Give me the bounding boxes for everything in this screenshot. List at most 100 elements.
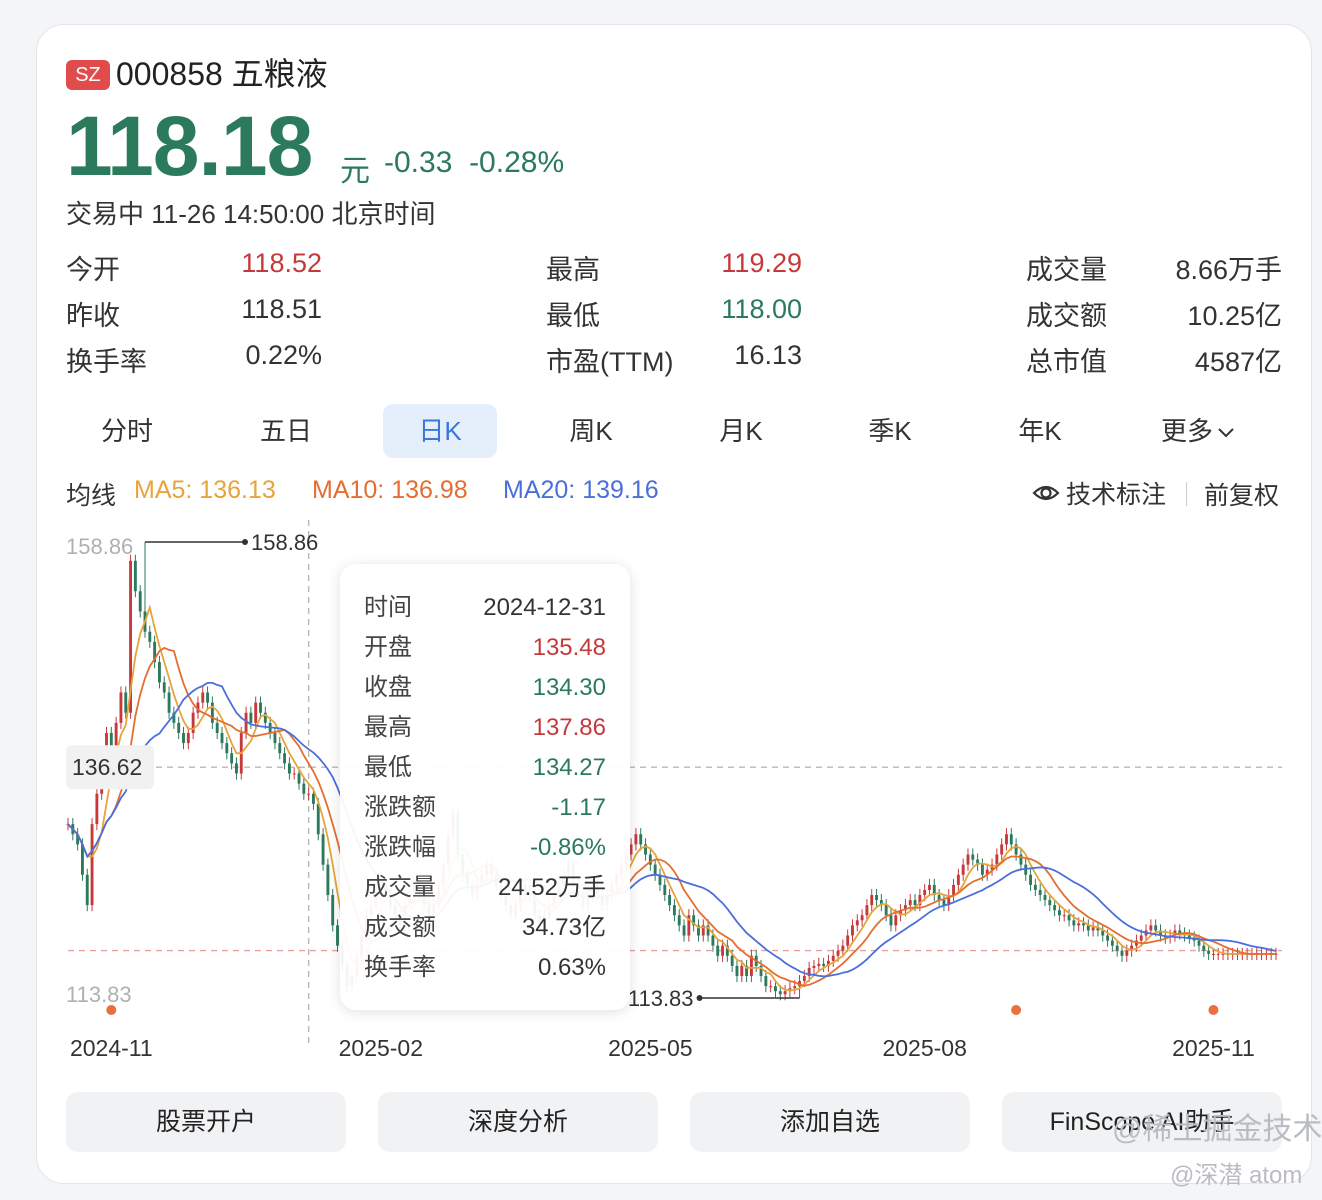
- candle-body: [985, 869, 989, 875]
- eye-icon: [1032, 485, 1060, 501]
- candle-body: [793, 986, 797, 989]
- candle-body: [1029, 874, 1032, 885]
- candle-body: [942, 900, 946, 906]
- candle-body: [1207, 950, 1211, 954]
- candle-body: [1106, 935, 1109, 941]
- candle-body: [1187, 935, 1191, 938]
- candle-body: [273, 732, 277, 744]
- quote-value: 118.51: [241, 294, 322, 324]
- candle-body: [831, 955, 835, 961]
- candle-body: [191, 712, 195, 733]
- tooltip-value: -0.86%: [529, 834, 606, 861]
- action-button-2[interactable]: 添加自选: [690, 1092, 970, 1152]
- max-price-label: 158.86: [251, 530, 318, 555]
- candle-body: [1202, 945, 1206, 951]
- quote-label: 最高: [546, 255, 600, 285]
- candle-body: [1086, 925, 1090, 931]
- candle-body: [812, 965, 816, 968]
- candle-body: [701, 925, 705, 936]
- quote-label: 成交额: [1026, 301, 1107, 331]
- candle-body: [956, 874, 960, 885]
- candle-body: [913, 900, 917, 906]
- event-dot: [106, 1005, 117, 1015]
- tab-6[interactable]: 年K: [990, 404, 1090, 458]
- candle-body: [908, 900, 912, 906]
- candle-body: [663, 884, 667, 896]
- tooltip-key: 成交量: [364, 874, 436, 901]
- candle-body: [697, 925, 700, 936]
- candle-body: [1043, 895, 1047, 901]
- tab-1[interactable]: 五日: [236, 404, 336, 458]
- annotate-button[interactable]: 技术标注: [1032, 477, 1172, 509]
- candle-body: [158, 662, 161, 683]
- quote-value: 119.29: [721, 248, 802, 278]
- candle-body: [735, 965, 739, 977]
- tooltip-key: 换手率: [364, 954, 436, 981]
- candlestick-chart[interactable]: 158.86 113.83 158.86 113.83 136.62 2024-11 202…: [0, 520, 1322, 1080]
- candle-body: [331, 895, 335, 926]
- ma-label: 均线: [66, 482, 117, 510]
- candle-body: [644, 844, 647, 855]
- candle-body: [1101, 930, 1105, 936]
- candle-body: [153, 641, 157, 663]
- tooltip-row: 涨跌额 -1.17: [364, 788, 606, 828]
- candle-body: [254, 702, 258, 723]
- tab-label: 日K: [418, 416, 462, 446]
- tab-2[interactable]: 日K: [383, 404, 497, 458]
- candle-body: [899, 910, 903, 916]
- tab-0[interactable]: 分时: [77, 404, 177, 458]
- candle-body: [138, 591, 142, 612]
- candle-body: [721, 945, 724, 956]
- candle-body: [90, 824, 94, 906]
- action-button-3[interactable]: FinScope AI助手: [1002, 1092, 1282, 1152]
- candle-body: [687, 915, 691, 936]
- candle-body: [841, 945, 845, 951]
- crosshair-price-label: 136.62: [72, 754, 142, 780]
- tab-5[interactable]: 季K: [840, 404, 940, 458]
- candle-body: [119, 692, 123, 723]
- candle-body: [879, 900, 883, 906]
- candle-body: [740, 965, 744, 977]
- candle-body: [706, 925, 710, 936]
- event-dot: [1011, 1005, 1022, 1015]
- candle-body: [1053, 905, 1057, 911]
- tab-7[interactable]: 更多: [1148, 404, 1248, 458]
- candle-body: [81, 844, 84, 875]
- action-button-0[interactable]: 股票开户: [66, 1092, 346, 1152]
- quote-label: 市盈(TTM): [546, 347, 674, 377]
- candle-body: [1120, 950, 1124, 956]
- y-max-label: 158.86: [66, 534, 133, 559]
- candle-body: [774, 986, 777, 992]
- watermark-author: @深潜 atom: [1170, 1162, 1303, 1189]
- quote-value: 4587亿: [1194, 347, 1282, 377]
- tooltip-row: 成交量 24.52万手: [364, 868, 606, 908]
- candle-body: [1038, 889, 1042, 896]
- candle-body: [1197, 940, 1201, 946]
- stock-name: 五粮液: [231, 56, 328, 92]
- event-dot: [1208, 1005, 1219, 1015]
- quote-value: 118.52: [241, 248, 322, 278]
- candle-body: [1014, 844, 1018, 855]
- candle-body: [133, 560, 137, 592]
- ma10-value: MA10: 136.98: [312, 476, 468, 504]
- tab-3[interactable]: 周K: [541, 404, 641, 458]
- candle-body: [846, 935, 850, 946]
- tooltip-row: 涨跌幅 -0.86%: [364, 828, 606, 868]
- candle-body: [263, 712, 267, 723]
- candle-body: [870, 895, 874, 906]
- quote-label: 今开: [66, 255, 120, 285]
- candle-body: [278, 743, 282, 754]
- candle-body: [1067, 915, 1071, 921]
- tooltip-key: 收盘: [364, 674, 412, 701]
- candle-body: [725, 945, 729, 956]
- candle-body: [172, 712, 176, 723]
- tab-4[interactable]: 月K: [691, 404, 791, 458]
- candle-body: [1005, 834, 1008, 845]
- min-price-label: 113.83: [628, 986, 694, 1011]
- tooltip-key: 涨跌额: [364, 794, 436, 821]
- adjust-button[interactable]: 前复权: [1204, 482, 1280, 510]
- tooltip-row: 最高 137.86: [364, 708, 606, 748]
- action-button-1[interactable]: 深度分析: [378, 1092, 658, 1152]
- candle-body: [952, 884, 955, 896]
- candle-body: [1110, 940, 1114, 946]
